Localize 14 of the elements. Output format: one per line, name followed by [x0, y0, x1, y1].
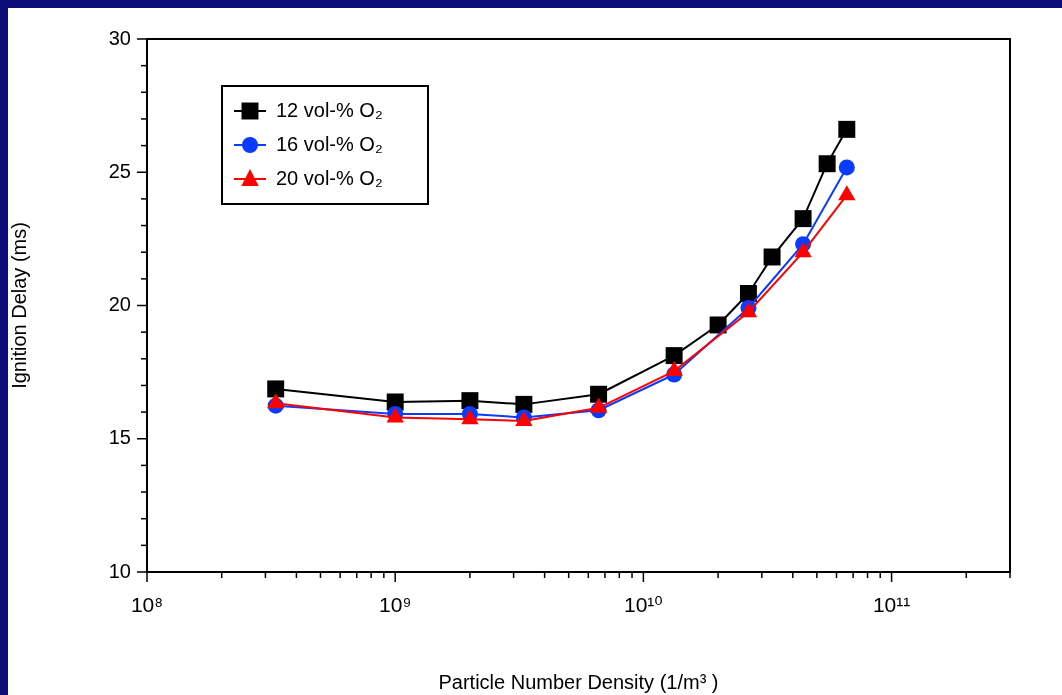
y-tick-label: 10 [108, 559, 131, 582]
legend-label: 12 vol-% O₂ [276, 98, 383, 121]
y-tick-label: 15 [108, 426, 131, 449]
legend-label: 20 vol-% O₂ [276, 166, 383, 189]
x-tick-label: 10⁹ [379, 593, 412, 617]
y-tick-label: 25 [108, 159, 131, 182]
x-tick-label: 10¹⁰ [624, 593, 663, 617]
x-tick-label: 10¹¹ [872, 593, 911, 617]
y-axis-title: Ignition Delay (ms) [7, 222, 30, 389]
x-tick-label: 10⁸ [130, 593, 164, 617]
y-tick-label: 30 [108, 26, 131, 49]
legend-label: 16 vol-% O₂ [276, 132, 383, 155]
x-axis-title: Particle Number Density (1/m³ ) [438, 670, 719, 693]
y-tick-label: 20 [108, 293, 131, 316]
